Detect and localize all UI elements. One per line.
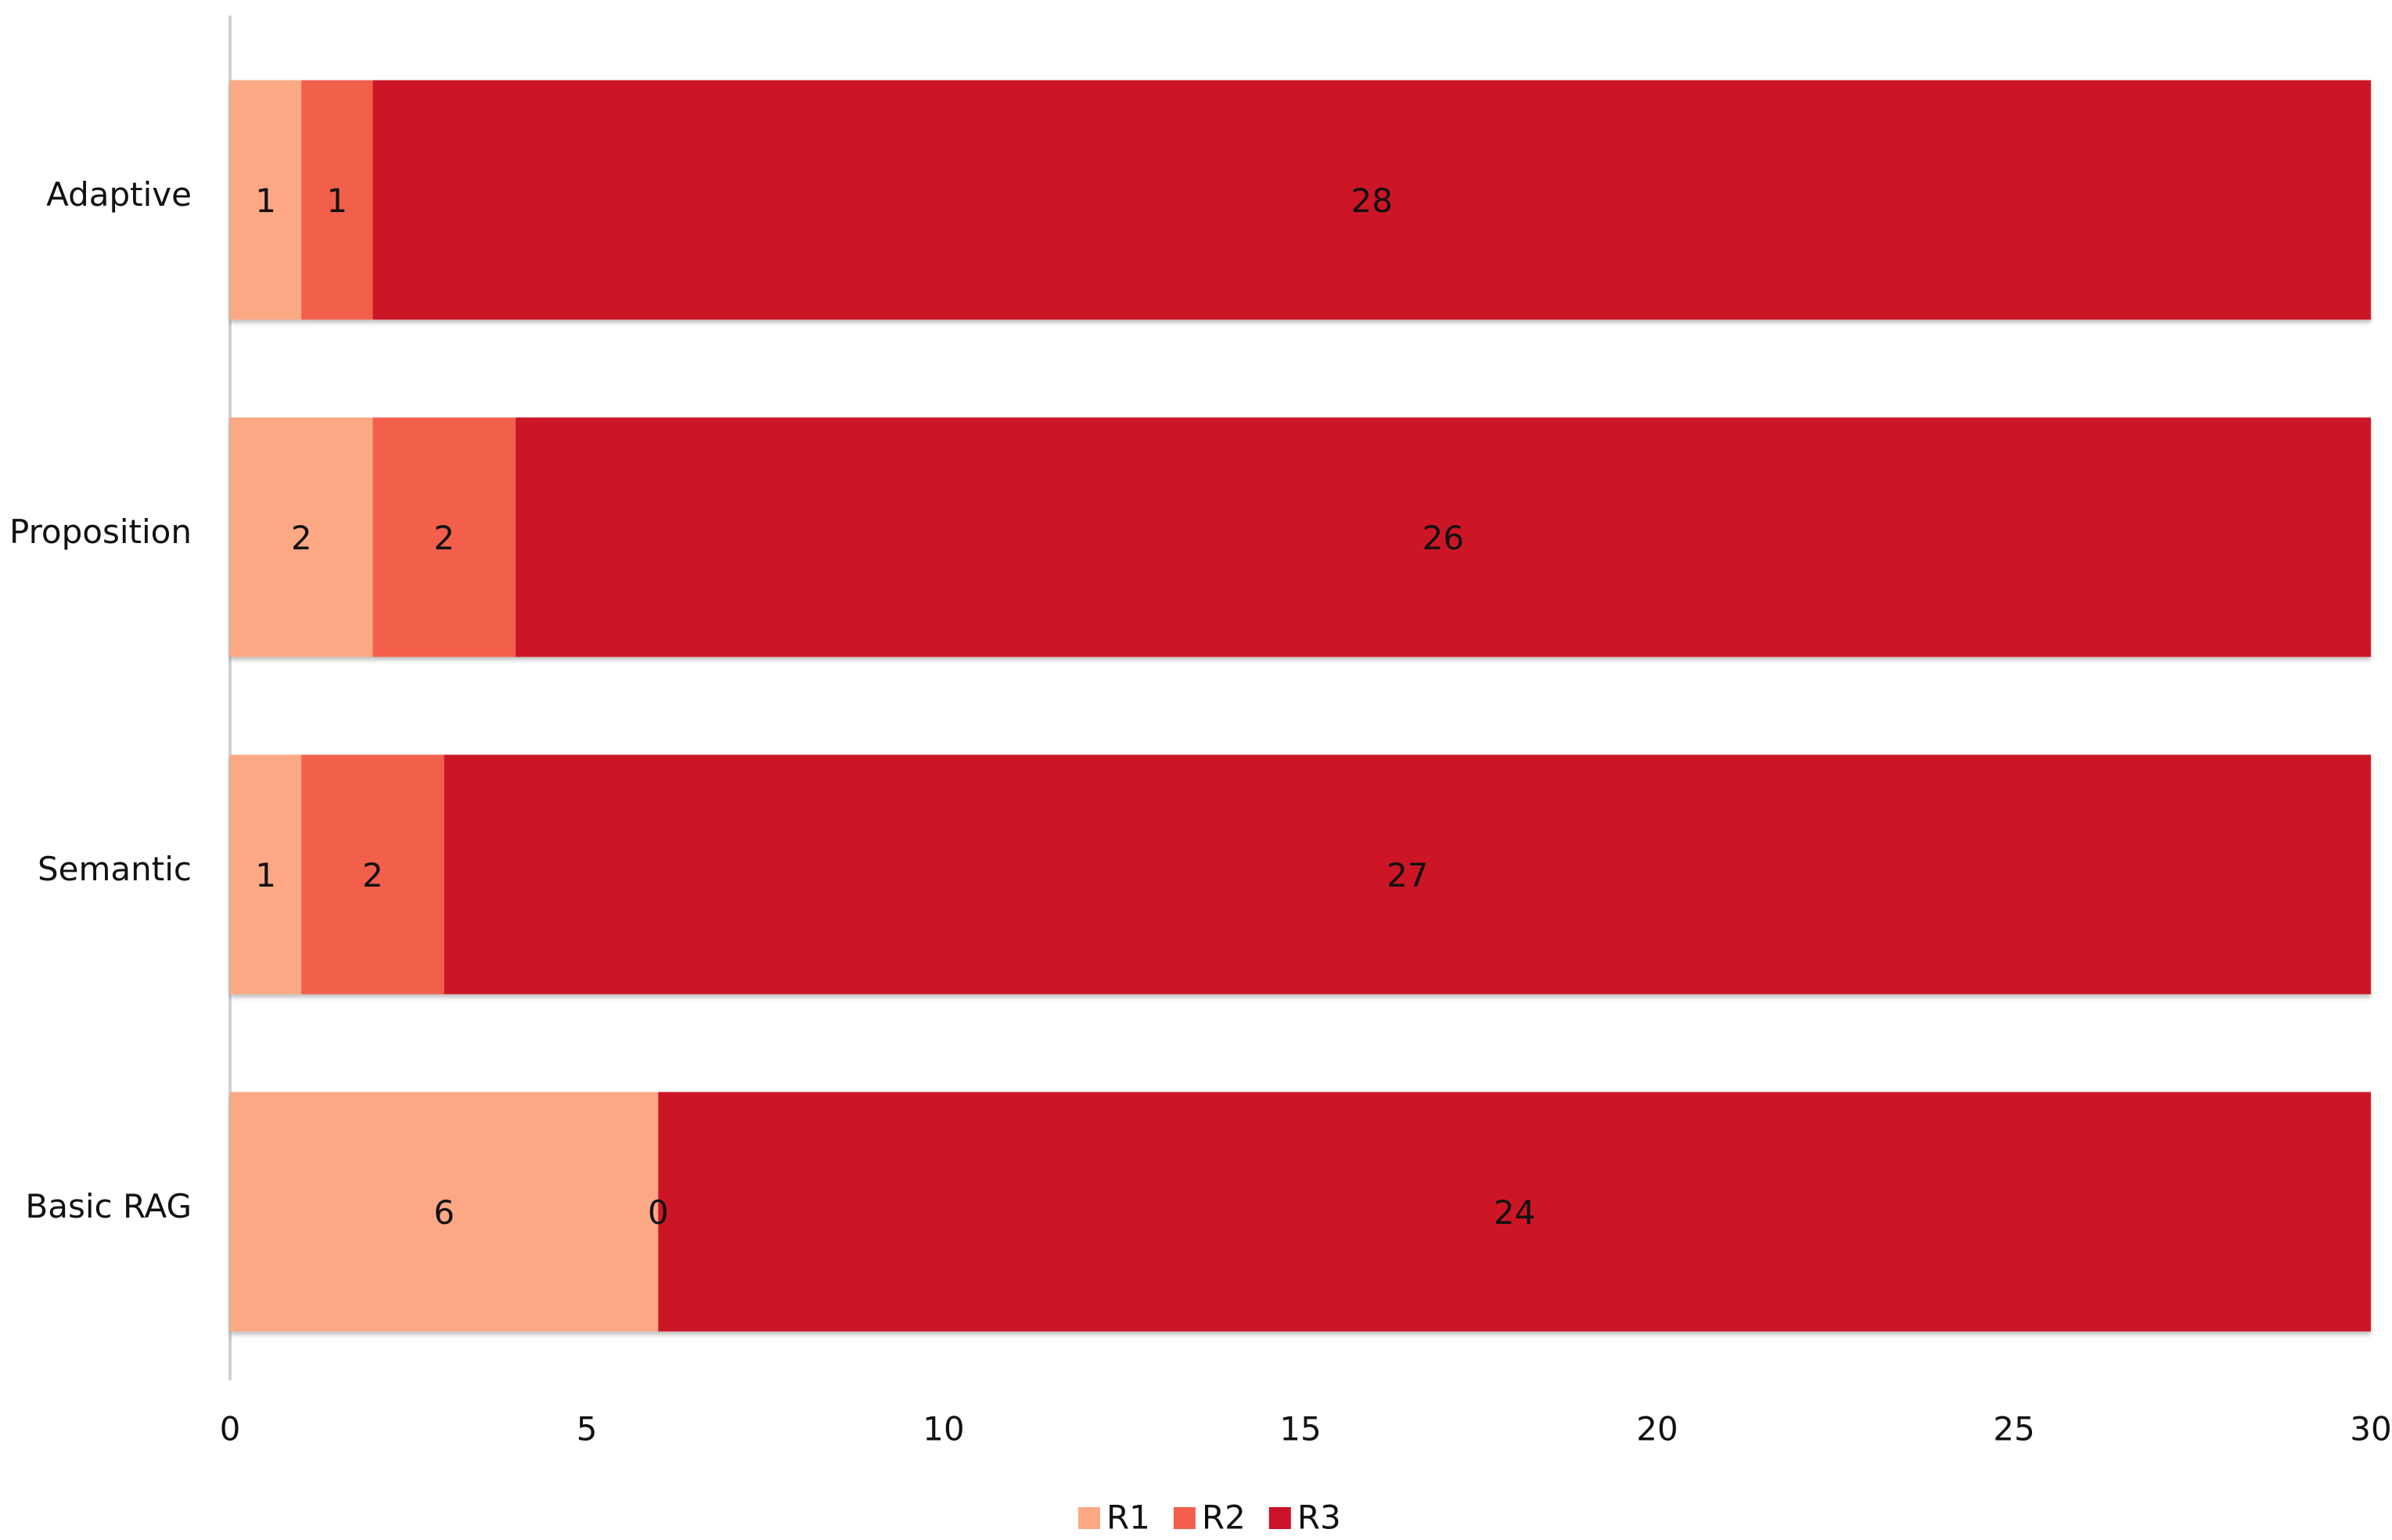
bar-group (230, 1092, 2372, 1332)
bar-segment (301, 754, 444, 995)
x-tick-label: 25 (1993, 1410, 2034, 1448)
legend-label: R3 (1297, 1499, 1341, 1537)
bar-segment (658, 1092, 2372, 1332)
x-tick-label: 15 (1279, 1410, 1321, 1448)
bar-segment (230, 417, 373, 657)
bar-segment (230, 80, 302, 320)
data-label: 6 (433, 1193, 455, 1232)
x-tick-label: 5 (577, 1410, 598, 1448)
y-tick-label: Semantic (38, 850, 192, 888)
legend-swatch (1173, 1507, 1196, 1529)
legend-label: R2 (1202, 1499, 1246, 1537)
x-tick-label: 10 (923, 1410, 964, 1448)
data-label: 26 (1423, 519, 1464, 557)
data-label: 2 (291, 519, 312, 557)
data-label: 28 (1351, 182, 1392, 220)
x-tick-label: 0 (220, 1410, 241, 1448)
data-label: 1 (255, 856, 276, 894)
data-label: 0 (648, 1193, 669, 1232)
legend-swatch (1268, 1507, 1291, 1529)
bar-segment (515, 417, 2371, 657)
data-label: 1 (326, 182, 347, 220)
y-tick-label: Basic RAG (25, 1187, 192, 1225)
x-tick-label: 20 (1636, 1410, 1678, 1448)
data-label: 2 (433, 519, 455, 557)
bar-segment (372, 417, 516, 657)
y-tick-label: Proposition (9, 513, 192, 551)
data-label: 24 (1494, 1193, 1535, 1232)
bar-segment (230, 1092, 659, 1332)
data-label: 2 (362, 856, 383, 894)
data-label: 27 (1387, 856, 1428, 894)
legend-label: R1 (1106, 1499, 1150, 1537)
x-tick-label: 30 (2350, 1410, 2391, 1448)
bar-group (230, 754, 2371, 995)
bar-segment (230, 754, 302, 995)
data-label: 1 (255, 182, 276, 220)
bar-group (230, 80, 2372, 320)
legend-swatch (1078, 1507, 1100, 1529)
bar-segment (444, 754, 2371, 995)
y-tick-label: Adaptive (46, 175, 192, 214)
bar-group (230, 417, 2371, 657)
bar-segment (301, 80, 373, 320)
bar-segment (372, 80, 2372, 320)
